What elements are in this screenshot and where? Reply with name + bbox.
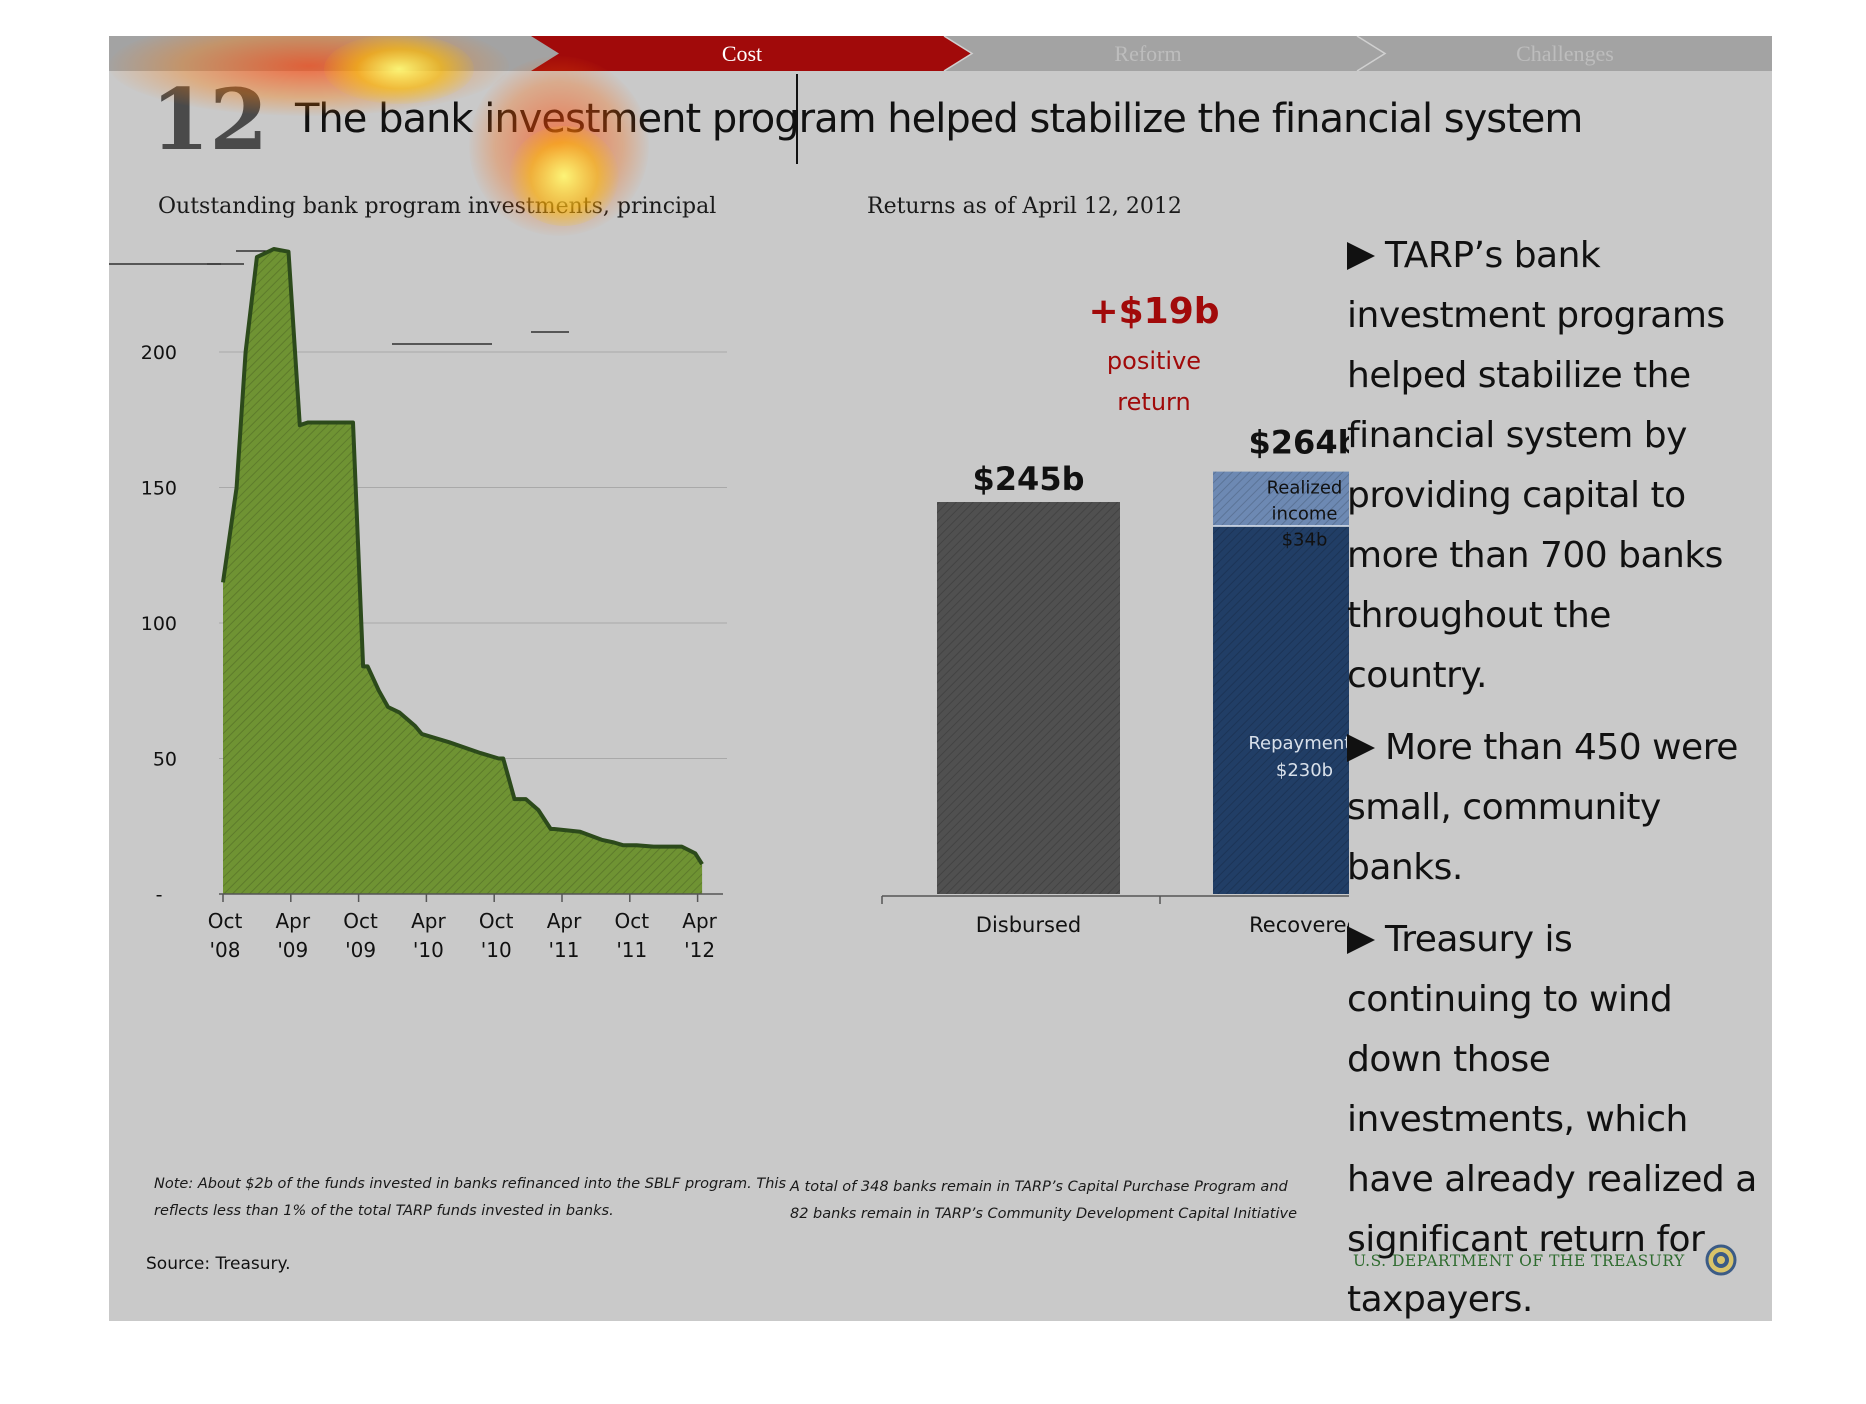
nav-tab-cost[interactable]: Cost [721, 41, 763, 66]
slide: Cost Reform Challenges 12 The bank inves… [109, 36, 1772, 1321]
segment-label-realized: income [1272, 504, 1338, 525]
segment-label-realized: $34b [1282, 530, 1328, 551]
x-tick-label: Apr [411, 909, 446, 933]
x-tick-label: Oct [208, 909, 243, 933]
returns-chart: Disbursed Recovered $245b $264b +$19b positiv… [881, 291, 1349, 937]
segment-label-repayments: Repayments [1248, 733, 1349, 754]
bullet-list: TARP’s bank investment programs helped s… [1347, 226, 1757, 1321]
slide-number: 12 [151, 70, 268, 169]
bullet-text: Treasury is continuing to wind down thos… [1347, 919, 1757, 1320]
bullet-item: Treasury is continuing to wind down thos… [1347, 910, 1757, 1321]
nav-tab-reform-shape[interactable] [944, 36, 1385, 71]
treasury-seal-icon [1705, 1244, 1737, 1276]
difference-caption: positive [1107, 347, 1201, 375]
triangle-bullet-icon [1347, 926, 1375, 954]
bullet-item: More than 450 were small, community bank… [1347, 718, 1757, 898]
right-chart-heading: Returns as of April 12, 2012 [867, 194, 1182, 219]
department-name: U.S. DEPARTMENT OF THE TREASURY [1353, 1252, 1685, 1270]
x-tick-label: Apr [682, 909, 717, 933]
bar-disbursed [937, 502, 1120, 894]
section-nav: Cost Reform Challenges [109, 36, 1772, 71]
difference-label: +$19b [1088, 291, 1219, 332]
y-tick-label: 200 [141, 342, 177, 364]
area-series-line [221, 247, 704, 866]
x-tick-label: Apr [275, 909, 310, 933]
x-tick-label: Oct [343, 909, 378, 933]
nav-tab-challenges[interactable]: Challenges [1516, 41, 1614, 66]
x-tick-label: '10 [413, 938, 444, 962]
x-tick-label: Apr [547, 909, 582, 933]
outstanding-investments-chart: $300 billion-50100150200250Oct'08Apr'09O… [109, 247, 727, 962]
area-series [223, 249, 703, 894]
left-chart-heading: Outstanding bank program investments, pr… [158, 194, 717, 219]
x-tick-label: '09 [345, 938, 376, 962]
x-tick-label: Oct [479, 909, 514, 933]
bullet-item: TARP’s bank investment programs helped s… [1347, 226, 1757, 706]
x-tick-label: Oct [615, 909, 650, 933]
total-label-recovered: $264b [1249, 424, 1349, 462]
x-tick-label: '12 [684, 938, 715, 962]
triangle-bullet-icon [1347, 734, 1375, 762]
x-tick-label: '11 [549, 938, 580, 962]
x-tick-label: '11 [616, 938, 647, 962]
x-tick-label: '08 [210, 938, 241, 962]
y-tick-label: - [156, 884, 163, 906]
slide-title: The bank investment program helped stabi… [295, 96, 1583, 142]
text-cursor [796, 74, 798, 164]
x-tick-label: '10 [481, 938, 512, 962]
nav-tab-intro[interactable] [229, 36, 429, 71]
segment-label-repayments: $230b [1276, 760, 1333, 781]
x-tick-label: Disbursed [976, 913, 1081, 937]
bullet-text: TARP’s bank investment programs helped s… [1347, 235, 1725, 696]
nav-tab-reform[interactable]: Reform [1114, 41, 1182, 66]
source-note: Source: Treasury. [146, 1254, 291, 1274]
total-label-disbursed: $245b [973, 460, 1085, 498]
y-tick-label: 150 [141, 478, 177, 500]
bar-realized-income [1213, 471, 1349, 526]
difference-caption: return [1117, 388, 1190, 416]
x-tick-label: '09 [277, 938, 308, 962]
left-chart-note: Note: About $2b of the funds invested in… [154, 1176, 787, 1219]
y-tick-label: 100 [141, 613, 177, 635]
bullet-text: More than 450 were small, community bank… [1347, 727, 1738, 888]
y-tick-label: 50 [153, 749, 177, 771]
segment-label-realized: Realized [1267, 478, 1343, 499]
x-tick-label: Recovered [1249, 913, 1349, 937]
right-chart-note: A total of 348 banks remain in TARP’s Ca… [790, 1179, 1297, 1222]
bar-repayments [1213, 526, 1349, 894]
triangle-bullet-icon [1347, 242, 1375, 270]
